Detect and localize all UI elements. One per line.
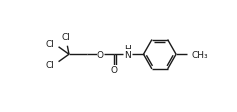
Text: H: H <box>124 45 131 54</box>
Text: Cl: Cl <box>46 40 54 49</box>
Text: Cl: Cl <box>46 61 54 70</box>
Text: O: O <box>97 50 104 59</box>
Text: N: N <box>124 50 131 59</box>
Text: Cl: Cl <box>62 32 71 41</box>
Text: O: O <box>111 65 118 74</box>
Text: CH₃: CH₃ <box>192 50 208 59</box>
